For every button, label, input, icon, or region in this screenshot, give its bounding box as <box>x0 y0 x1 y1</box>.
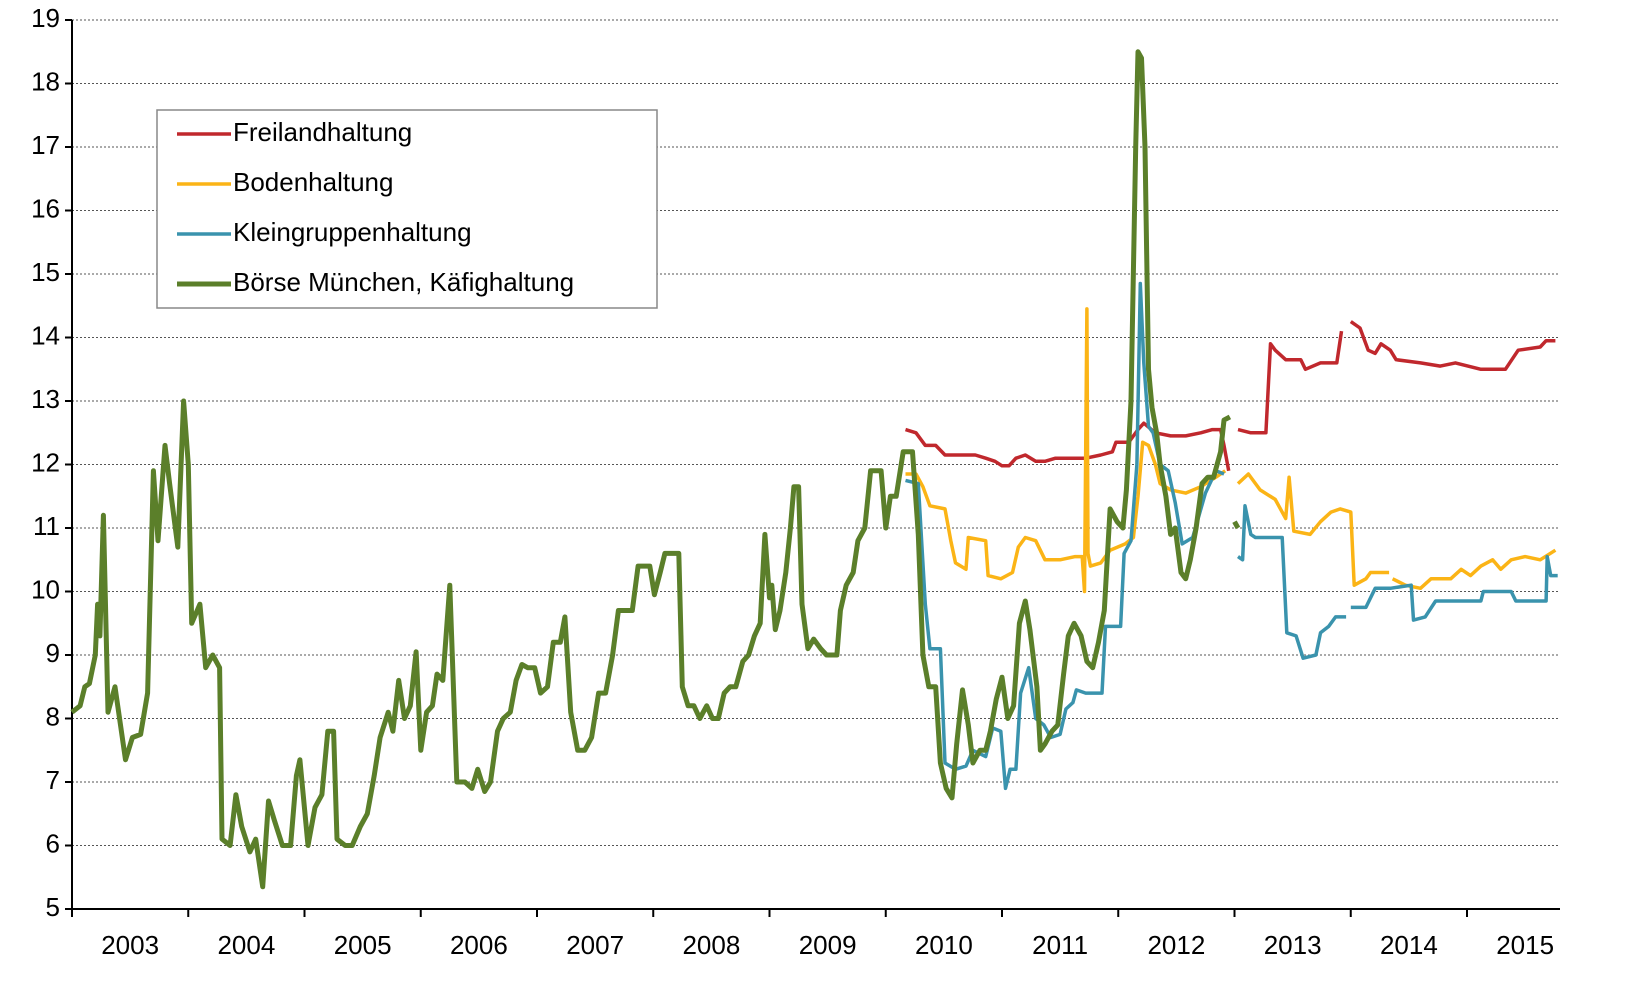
series-line <box>904 320 1556 472</box>
y-tick-label: 18 <box>31 66 60 96</box>
x-tick-label: 2008 <box>682 930 740 960</box>
y-tick-label: 9 <box>46 638 60 668</box>
legend-label: Freilandhaltung <box>233 117 412 147</box>
legend-label: Bodenhaltung <box>233 167 393 197</box>
x-tick-label: 2004 <box>217 930 275 960</box>
y-tick-label: 13 <box>31 384 60 414</box>
x-tick-label: 2011 <box>1032 930 1088 960</box>
x-tick-label: 2005 <box>334 930 392 960</box>
series-line <box>905 307 1557 594</box>
y-tick-label: 12 <box>31 447 60 477</box>
x-tick-label: 2006 <box>450 930 508 960</box>
y-tick-label: 19 <box>31 3 60 33</box>
x-tick-label: 2010 <box>915 930 973 960</box>
y-tick-label: 17 <box>31 130 60 160</box>
x-tick-label: 2012 <box>1147 930 1205 960</box>
legend-box <box>156 109 658 309</box>
y-tick-label: 8 <box>46 701 60 731</box>
series-line <box>70 49 1241 890</box>
x-tick-label: 2009 <box>799 930 857 960</box>
series-line <box>905 281 1558 791</box>
y-tick-label: 14 <box>31 320 60 350</box>
y-tick-label: 16 <box>31 193 60 223</box>
x-tick-label: 2015 <box>1496 930 1554 960</box>
legend: Freilandhaltung Bodenhaltung Kleingruppenh… <box>156 109 658 309</box>
y-tick-label: 10 <box>31 574 60 604</box>
x-tick-label: 2003 <box>101 930 159 960</box>
x-tick-label: 2007 <box>566 930 624 960</box>
y-tick-label: 6 <box>46 828 60 858</box>
y-tick-label: 15 <box>31 257 60 287</box>
legend-label: Kleingruppenhaltung <box>233 217 472 247</box>
x-tick-label: 2013 <box>1264 930 1322 960</box>
y-tick-label: 5 <box>46 892 60 922</box>
y-tick-label: 11 <box>33 511 60 541</box>
x-tick-label: 2014 <box>1380 930 1438 960</box>
legend-label: Börse München, Käfighaltung <box>233 267 574 297</box>
y-tick-label: 7 <box>46 765 60 795</box>
